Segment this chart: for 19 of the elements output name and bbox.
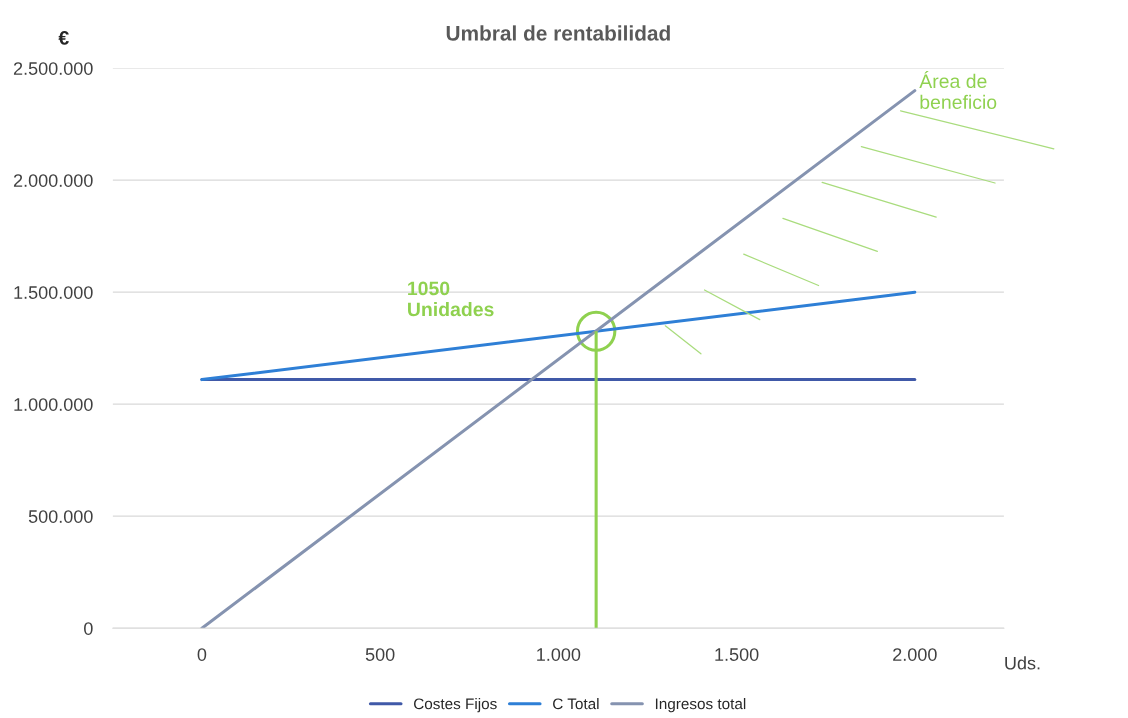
y-tick-label: 1.000.000 <box>14 398 93 411</box>
annotation: 1050 Unidades <box>408 281 494 317</box>
y-tick-label: 1.500.000 <box>14 286 93 299</box>
y-tick-label: 500.000 <box>28 510 93 523</box>
annotation: Área de beneficio <box>919 71 997 110</box>
y-tick-label: 2.500.000 <box>13 62 93 75</box>
chart-title: Umbral de rentabilidad <box>446 25 670 41</box>
x-tick-label: 500 <box>365 648 395 661</box>
y-tick-label: 2.000.000 <box>13 174 93 187</box>
y-axis-title: € <box>58 31 69 45</box>
y-tick-label: 0 <box>84 622 93 635</box>
x-tick-label: 1.000 <box>537 648 581 661</box>
x-tick-label: 1.500 <box>715 648 759 661</box>
x-tick-label: 0 <box>197 648 207 661</box>
x-axis-title: Uds. <box>1005 656 1040 670</box>
x-tick-label: 2.000 <box>893 648 937 661</box>
legend-label: Ingresos total <box>655 698 746 713</box>
legend-label: C Total <box>553 698 599 710</box>
legend-label: Costes Fijos <box>414 698 497 713</box>
